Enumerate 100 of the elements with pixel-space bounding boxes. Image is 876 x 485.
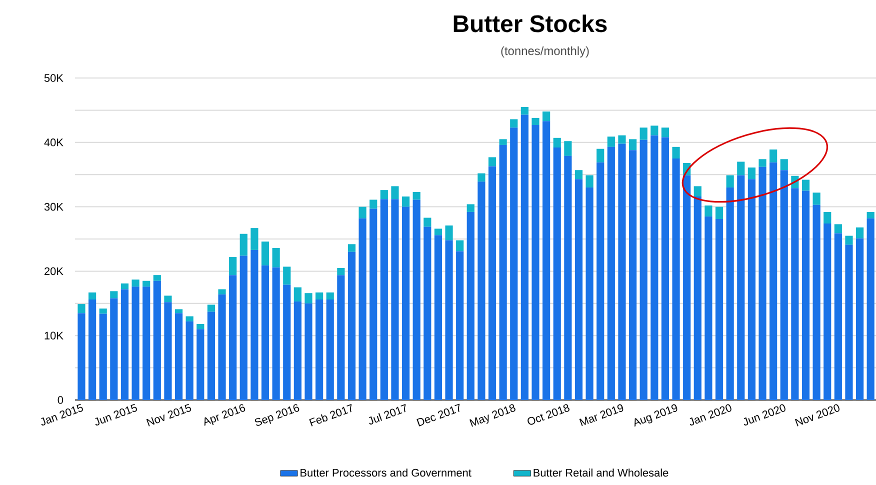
bar	[596, 148, 604, 162]
bar	[737, 162, 745, 176]
bar	[640, 140, 648, 400]
bar	[142, 280, 150, 287]
bar	[694, 196, 702, 400]
bar	[250, 250, 258, 400]
bar	[574, 179, 583, 400]
bar	[402, 206, 410, 400]
bar	[520, 114, 528, 400]
bar	[88, 300, 96, 400]
chart-subtitle: (tonnes/monthly)	[501, 46, 589, 58]
bar	[564, 141, 572, 156]
bar	[164, 302, 172, 400]
bar	[283, 284, 291, 400]
bar	[88, 292, 96, 300]
x-tick-label: Jul 2017	[369, 404, 406, 424]
bar	[326, 300, 334, 400]
bar	[640, 128, 648, 140]
bar	[758, 159, 766, 167]
bar	[618, 135, 626, 144]
x-tick-label: Jan 2020	[690, 404, 732, 426]
bar	[207, 312, 216, 400]
bar	[132, 280, 140, 287]
bar	[607, 136, 615, 147]
bar	[812, 192, 820, 205]
bar	[316, 292, 324, 300]
bar	[542, 111, 550, 122]
bar	[845, 244, 853, 400]
bar	[596, 162, 604, 400]
bar	[715, 206, 724, 220]
bar	[196, 329, 204, 400]
bar	[229, 275, 237, 400]
bar	[164, 296, 172, 302]
bar	[586, 187, 594, 400]
bar	[229, 257, 237, 276]
bar	[261, 242, 270, 266]
bar	[466, 212, 474, 400]
bar	[99, 308, 107, 314]
bar	[737, 175, 745, 400]
bar	[780, 170, 788, 400]
bar	[834, 233, 842, 400]
bar	[326, 292, 334, 300]
bar	[348, 244, 356, 252]
bar	[672, 146, 680, 158]
x-tick-label: Nov 2015	[146, 404, 192, 426]
bar	[466, 204, 474, 212]
x-tick-label: Apr 2016	[204, 404, 246, 426]
x-tick-label: May 2018	[470, 404, 516, 427]
bar	[694, 186, 702, 196]
bar	[510, 128, 518, 400]
bar	[478, 173, 486, 182]
bar	[866, 212, 874, 218]
bar	[434, 228, 442, 236]
bar	[380, 199, 388, 400]
legend-label: Butter Retail and Wholesale	[534, 468, 668, 477]
bar	[726, 187, 734, 400]
bar	[358, 218, 366, 400]
bar	[272, 267, 280, 400]
x-tick-label: Aug 2019	[634, 404, 678, 427]
bar	[132, 286, 140, 400]
bar	[196, 324, 204, 330]
bar	[424, 218, 432, 227]
bar	[412, 192, 420, 200]
bar	[553, 148, 561, 400]
bar	[370, 200, 378, 209]
bar	[770, 149, 778, 162]
x-tick-label: Feb 2017	[309, 404, 352, 426]
bar	[824, 212, 832, 224]
bar	[153, 275, 161, 281]
bar	[434, 235, 442, 400]
bar	[715, 219, 724, 400]
bar	[542, 121, 550, 400]
bar	[402, 196, 410, 207]
bar	[120, 289, 129, 400]
bar	[758, 166, 766, 400]
bar	[250, 228, 258, 250]
bar	[532, 125, 540, 400]
chart-title: Butter Stocks	[454, 14, 607, 32]
bar	[499, 144, 507, 400]
bar	[240, 234, 248, 256]
bar	[153, 280, 161, 400]
bar	[304, 303, 312, 400]
bar	[348, 252, 356, 400]
bar	[780, 159, 788, 170]
bar	[628, 150, 637, 400]
bar	[683, 175, 691, 400]
bar	[812, 204, 820, 400]
bar	[283, 266, 291, 285]
bar	[672, 158, 680, 400]
bar	[218, 294, 226, 400]
bar	[380, 190, 388, 200]
bar	[704, 216, 712, 400]
bar	[704, 206, 712, 216]
bar	[726, 175, 734, 188]
x-tick-label: Mar 2019	[579, 404, 624, 426]
x-tick-label: Oct 2018	[528, 404, 570, 425]
bar	[650, 126, 658, 136]
bar	[488, 157, 496, 166]
y-tick-label: 40K	[44, 138, 64, 146]
bar	[445, 240, 453, 400]
